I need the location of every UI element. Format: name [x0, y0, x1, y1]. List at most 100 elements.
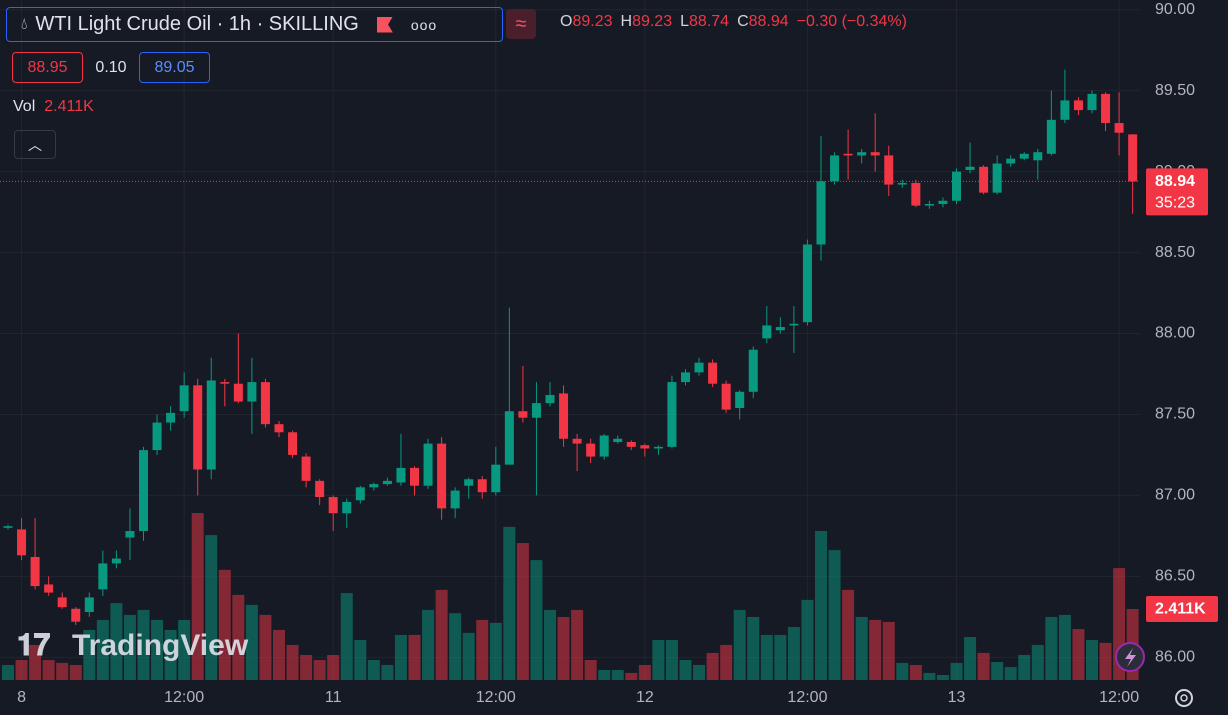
candle-body	[44, 584, 54, 593]
x-tick-label: 12:00	[476, 689, 516, 706]
candle-body	[369, 484, 379, 488]
candle-body	[1046, 119, 1056, 154]
flag-icon[interactable]	[376, 16, 393, 33]
volume-icon-bolt	[1125, 648, 1136, 667]
candle-body	[491, 464, 501, 493]
candle-body	[274, 424, 284, 433]
ohlc-change: −0.30 (−0.34%)	[796, 13, 907, 30]
volume-bar	[638, 664, 651, 680]
x-tick-label: 11	[325, 689, 342, 706]
candle-body	[789, 323, 799, 326]
volume-bar	[286, 644, 299, 680]
candle-body	[464, 479, 474, 486]
ohlc-item: L88.74	[680, 13, 729, 31]
candle-body	[315, 480, 325, 498]
candle-body	[233, 383, 243, 402]
volume-bar	[760, 634, 773, 680]
ohlc-item: C88.94	[737, 13, 789, 31]
candle-body	[924, 204, 934, 206]
volume-bar	[83, 629, 96, 680]
symbol-box[interactable]: 💧︎ WTI Light Crude Oil · 1h · SKILLING o…	[6, 7, 503, 42]
volume-bar	[611, 669, 624, 680]
more-button[interactable]: ooo	[410, 16, 438, 33]
volume-bar	[720, 644, 733, 680]
bid-button[interactable]: 88.95	[12, 52, 83, 83]
volume-legend-name: Vol	[13, 98, 36, 115]
volume-bar	[69, 664, 82, 680]
indicator-button[interactable]: ≈	[506, 9, 536, 39]
volume-bar	[544, 609, 556, 680]
volume-bar	[855, 616, 868, 680]
y-tick-label: 86.50	[1155, 568, 1195, 585]
ohlc-value: 88.74	[689, 13, 730, 30]
settings-icon-center	[1180, 694, 1188, 702]
volume-bar	[245, 604, 258, 680]
watermark: TradingView	[72, 629, 249, 662]
candle-body	[667, 382, 677, 447]
candle-body	[206, 380, 216, 470]
x-tick-label: 12:00	[787, 689, 827, 706]
last-price-box	[1146, 168, 1208, 216]
candle-body	[816, 181, 826, 245]
settings-icon[interactable]	[1175, 689, 1193, 707]
candle-body	[952, 171, 961, 201]
candle-body	[355, 487, 365, 501]
volume-bar	[137, 609, 150, 680]
ohlc-item: O89.23	[560, 13, 613, 31]
droplet-icon: 💧︎	[21, 15, 28, 33]
volume-bar	[1031, 644, 1044, 680]
candle-body	[599, 435, 609, 457]
candle-body	[1060, 100, 1070, 120]
candle-body	[694, 362, 704, 373]
volume-bar	[205, 535, 218, 680]
ohlc-key: C	[737, 13, 749, 30]
volume-bar	[273, 629, 285, 680]
volume-bar	[422, 609, 435, 680]
volume-bar	[950, 662, 963, 680]
volume-bar	[923, 672, 936, 680]
volume-legend-value: 2.411K	[44, 98, 94, 115]
volume-bar	[936, 674, 949, 680]
volume-bar	[164, 629, 177, 680]
last-price-label: 88.94	[1155, 173, 1195, 190]
x-tick-label: 12:00	[1099, 689, 1139, 706]
candle-body	[843, 153, 853, 156]
volume-bar	[733, 609, 746, 680]
ask-button[interactable]: 89.05	[139, 52, 210, 83]
candle-body	[531, 403, 541, 418]
ohlc-key: O	[560, 13, 573, 30]
volume-bar	[1018, 654, 1031, 680]
candle-body	[653, 446, 663, 449]
volume-bar	[151, 619, 164, 680]
volume-bar	[449, 613, 462, 680]
candle-body	[1019, 153, 1029, 159]
volume-bar	[56, 662, 69, 680]
candle-body	[640, 445, 650, 449]
volume-bar	[381, 664, 394, 680]
volume-bar	[828, 550, 841, 680]
candle-body	[857, 152, 867, 156]
ohlc-key: L	[680, 13, 690, 30]
volume-bar	[1004, 667, 1017, 680]
x-tick-label: 12	[636, 689, 654, 706]
volume-bar	[964, 636, 977, 680]
candle-body	[98, 563, 108, 590]
candle-body	[166, 412, 176, 423]
y-tick-label: 88.00	[1155, 325, 1195, 342]
candle-body	[965, 166, 975, 170]
volume-bar	[598, 669, 611, 680]
candle-body	[748, 349, 758, 392]
volume-axis-label: 2.411K	[1155, 601, 1206, 618]
x-tick-label: 8	[17, 689, 26, 706]
candle-body	[938, 200, 948, 204]
collapse-button[interactable]: ︿	[14, 130, 56, 159]
candle-body	[342, 501, 352, 514]
candle-body	[504, 411, 514, 465]
y-tick-label: 89.50	[1155, 82, 1195, 99]
candle-body	[870, 152, 880, 156]
volume-bar	[665, 639, 678, 680]
volume-bar	[774, 634, 787, 680]
candle-body	[288, 432, 298, 455]
volume-bar	[367, 659, 380, 680]
volume-bar	[787, 626, 800, 680]
